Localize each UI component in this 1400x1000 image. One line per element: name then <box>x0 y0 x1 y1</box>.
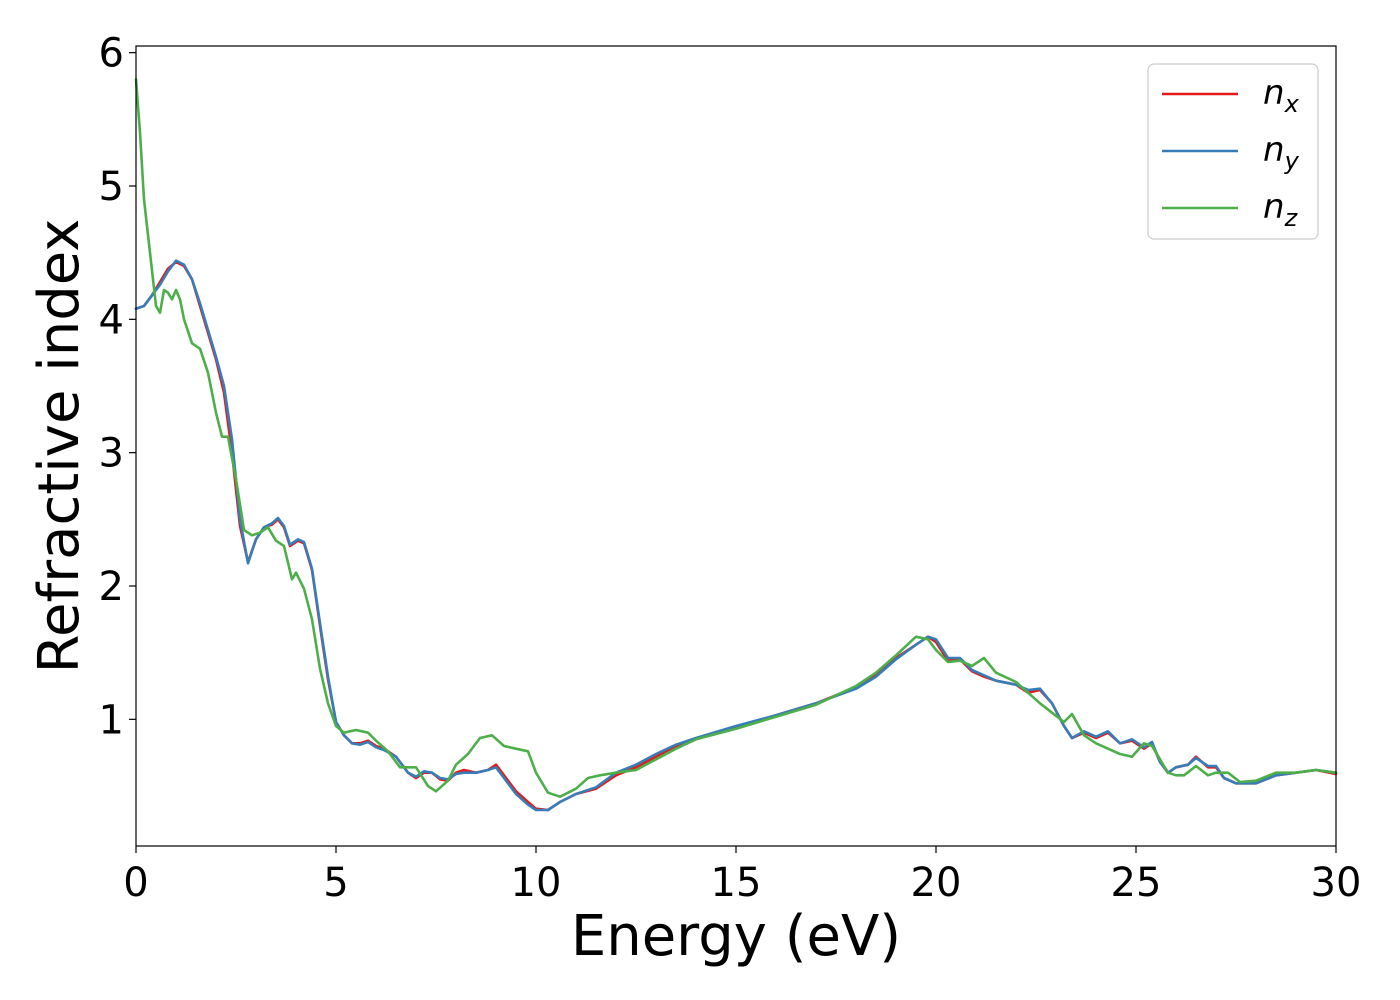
x-tick-label: 10 <box>511 860 562 906</box>
legend-label-subscript: z <box>1284 204 1299 232</box>
y-tick-label: 4 <box>99 297 124 343</box>
legend-label-base: n <box>1263 130 1285 170</box>
legend-label-base: n <box>1263 73 1285 113</box>
series-line-z <box>134 78 1338 798</box>
x-tick-label: 20 <box>911 860 962 906</box>
x-tick-label: 15 <box>711 860 762 906</box>
y-tick-label: 1 <box>99 697 124 743</box>
y-axis-title: Refractive index <box>27 219 92 674</box>
legend-label-base: n <box>1263 187 1285 227</box>
y-tick-label: 3 <box>99 431 124 477</box>
y-tick-label: 5 <box>99 164 124 210</box>
series-lines <box>134 78 1338 812</box>
legend-label-z: nz <box>1263 187 1299 232</box>
x-tick-label: 5 <box>323 860 348 906</box>
legend-label-x: nx <box>1263 73 1300 118</box>
x-axis-title: Energy (eV) <box>571 904 901 969</box>
legend-label-y: ny <box>1263 130 1300 175</box>
x-tick-label: 30 <box>1311 860 1362 906</box>
y-axis: 1 2 3 4 5 6 <box>99 31 136 743</box>
y-tick-label: 6 <box>99 31 124 77</box>
y-tick-label: 2 <box>99 564 124 610</box>
series-line-y <box>134 259 1338 812</box>
x-tick-label: 25 <box>1111 860 1162 906</box>
x-axis: 0 5 10 15 20 25 30 <box>123 846 1361 906</box>
plot-background <box>136 46 1336 846</box>
legend-label-subscript: x <box>1284 90 1300 118</box>
legend-label-subscript: y <box>1284 147 1300 175</box>
x-tick-label: 0 <box>123 860 148 906</box>
